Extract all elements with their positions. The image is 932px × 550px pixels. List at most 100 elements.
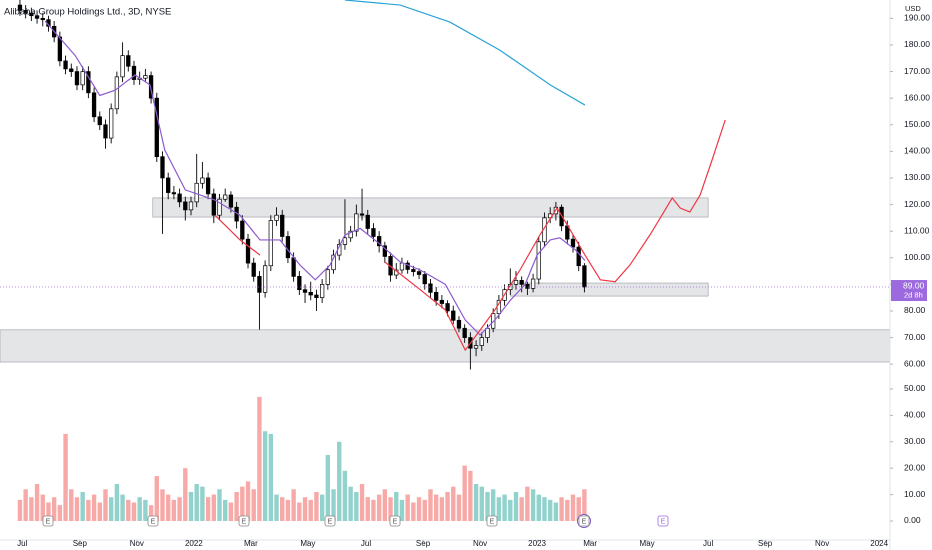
candle-body <box>382 245 387 257</box>
y-tick-label: 140.00 <box>904 146 930 156</box>
earnings-marker[interactable]: E <box>42 515 54 527</box>
volume-bar <box>154 476 159 521</box>
y-tick-label: 110.00 <box>904 225 930 235</box>
volume-bar <box>40 494 45 521</box>
candle-body <box>166 177 171 193</box>
volume-bar <box>245 481 251 521</box>
volume-bar <box>451 486 456 521</box>
candle-body <box>434 291 439 301</box>
candle-body <box>297 276 302 291</box>
volume-bar <box>285 499 291 521</box>
volume-bar <box>382 489 388 521</box>
candle-body <box>308 291 313 296</box>
candle-body <box>120 55 125 78</box>
volume-bar <box>234 491 239 521</box>
volume-bar <box>559 497 564 521</box>
earnings-marker[interactable]: E <box>238 515 250 527</box>
x-tick-label: Sep <box>758 539 773 548</box>
x-tick-label: Sep <box>73 539 88 548</box>
candle-body <box>274 214 279 221</box>
candle-body <box>513 280 519 285</box>
volume-bar <box>485 491 490 521</box>
earnings-layer: E E E E E E E E <box>42 514 669 528</box>
candle-body <box>445 303 450 312</box>
x-tick-label: Jul <box>17 539 27 548</box>
earnings-text: E <box>582 518 587 525</box>
volume-bar <box>51 497 57 521</box>
volume-bar <box>433 494 439 521</box>
candle-body <box>114 76 120 110</box>
candle-body <box>69 68 74 72</box>
y2-tick-label: 50.00 <box>904 383 926 393</box>
y-tick-label: 70.00 <box>904 332 926 342</box>
x-tick-label: Jul <box>703 539 713 548</box>
volume-bar <box>445 491 450 521</box>
candle-body <box>473 345 479 349</box>
volume-bar <box>394 491 399 521</box>
volume-bar <box>468 470 473 521</box>
volume-bar <box>80 491 85 521</box>
x-tick-label: Sep <box>416 539 431 548</box>
candle-body <box>371 228 376 237</box>
volume-bar <box>223 499 228 521</box>
volume-bar <box>57 505 63 521</box>
volume-bar <box>319 494 325 521</box>
candle-body <box>399 262 405 271</box>
volume-bar <box>137 497 142 521</box>
earnings-text: E <box>490 518 495 525</box>
volume-bar <box>63 433 68 521</box>
candle-body <box>422 274 427 285</box>
earnings-text: E <box>328 518 333 525</box>
earnings-text: E <box>661 518 666 525</box>
candle-body <box>268 220 273 267</box>
candle-body <box>451 310 456 321</box>
last-price-label: 89.00 <box>903 280 925 290</box>
volume-bar <box>183 468 188 521</box>
volume-bar <box>171 499 177 521</box>
candles-layer <box>17 0 587 370</box>
candle-body <box>576 246 581 267</box>
candle-body <box>160 156 165 179</box>
candle-body <box>17 4 23 11</box>
candle-body <box>80 71 85 86</box>
candle-body <box>280 214 285 237</box>
volume-bar <box>337 441 342 521</box>
candle-body <box>109 108 114 139</box>
y2-tick-label: 10.00 <box>904 489 926 499</box>
candle-body <box>103 124 108 139</box>
candle-body <box>177 193 182 203</box>
earnings-marker[interactable]: E <box>657 515 669 527</box>
volume-bar <box>456 494 462 521</box>
volume-bar <box>462 465 467 521</box>
earnings-marker[interactable]: E <box>486 515 498 527</box>
volume-bar <box>439 497 445 521</box>
earnings-marker[interactable]: E <box>389 515 401 527</box>
candle-body <box>319 284 325 299</box>
earnings-marker[interactable]: E <box>324 515 336 527</box>
volume-bar <box>542 497 547 521</box>
volume-bar <box>131 502 137 521</box>
volume-bar <box>194 484 199 521</box>
earnings-marker[interactable]: E <box>577 514 591 528</box>
volume-bar <box>496 497 502 521</box>
volume-bar <box>576 497 581 521</box>
candle-body <box>285 236 291 259</box>
volume-bar <box>291 489 296 521</box>
candle-body <box>200 177 205 184</box>
volume-bar <box>165 494 171 521</box>
candle-body <box>325 269 330 285</box>
candle-body <box>479 337 484 346</box>
earnings-text: E <box>242 518 247 525</box>
volume-bar <box>371 499 376 521</box>
x-tick-label: Jul <box>361 539 371 548</box>
candle-body <box>34 15 40 19</box>
volume-bar <box>348 486 353 521</box>
volume-bar <box>405 494 410 521</box>
volume-bar <box>29 497 34 521</box>
candle-body <box>91 92 97 118</box>
candle-body <box>354 213 359 232</box>
volume-bar <box>502 494 507 521</box>
candle-body <box>416 271 422 275</box>
earnings-marker[interactable]: E <box>147 515 159 527</box>
